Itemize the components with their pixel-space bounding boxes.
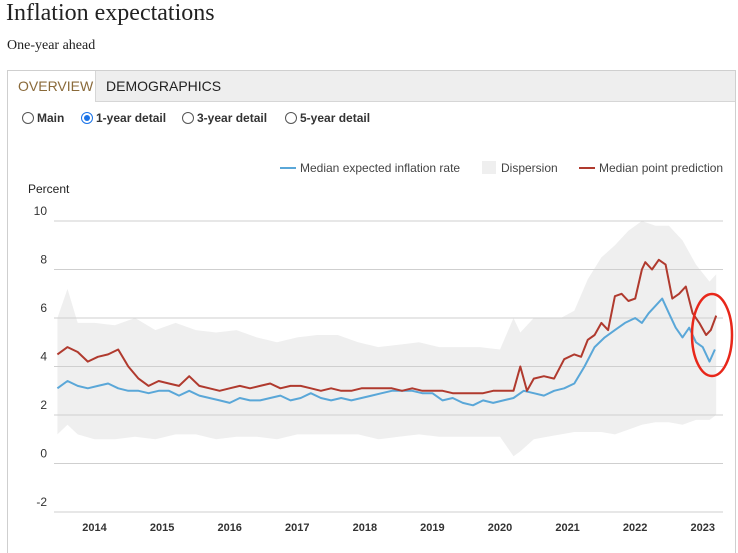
x-tick-label: 2016 xyxy=(217,522,241,534)
y-tick-label: 4 xyxy=(40,350,47,364)
radio-button[interactable] xyxy=(22,112,34,124)
tab-overview[interactable]: OVERVIEW xyxy=(8,71,96,102)
x-tick-label: 2022 xyxy=(623,522,647,534)
radio-button[interactable] xyxy=(182,112,194,124)
x-tick-label: 2023 xyxy=(690,522,714,534)
view-option-label: Main xyxy=(37,111,65,125)
highlight-circle xyxy=(690,292,734,378)
series-line-median-point xyxy=(56,258,718,395)
y-tick-label: -2 xyxy=(36,495,47,509)
legend-swatch-dispersion xyxy=(482,161,496,174)
plot-area: 10 8 6 4 2 0 -2 2014 2015 2016 2017 2018 2019 2020 202… xyxy=(34,204,734,534)
y-tick-label: 0 xyxy=(40,447,47,461)
legend-label-dispersion: Dispersion xyxy=(501,161,558,175)
x-tick-label: 2017 xyxy=(285,522,309,534)
chart-legend: Median expected inflation rate Dispersio… xyxy=(280,161,723,175)
y-tick-label: 6 xyxy=(40,301,47,315)
view-option-1-year-detail[interactable]: 1-year detail xyxy=(81,111,166,125)
y-tick-label: 10 xyxy=(34,204,48,218)
view-option-3-year-detail[interactable]: 3-year detail xyxy=(182,111,267,125)
x-tick-label: 2019 xyxy=(420,522,444,534)
legend-label-median-expected: Median expected inflation rate xyxy=(300,161,460,175)
chart-panel: OVERVIEW DEMOGRAPHICS Main 1-year detail… xyxy=(7,70,736,553)
x-tick-label: 2015 xyxy=(150,522,174,534)
x-tick-label: 2014 xyxy=(82,522,107,534)
series-line-median-expected xyxy=(56,297,716,407)
radio-button[interactable] xyxy=(285,112,297,124)
x-tick-label: 2020 xyxy=(488,522,512,534)
page-subtitle: One-year ahead xyxy=(7,38,96,53)
y-axis-label: Percent xyxy=(28,182,70,196)
tab-bar: OVERVIEW DEMOGRAPHICS xyxy=(8,71,735,102)
page-title: Inflation expectations xyxy=(6,0,215,26)
radio-button-selected[interactable] xyxy=(81,112,93,124)
legend-label-median-point: Median point prediction xyxy=(599,161,723,175)
y-tick-label: 8 xyxy=(40,253,47,267)
tab-demographics[interactable]: DEMOGRAPHICS xyxy=(106,78,222,94)
dispersion-band xyxy=(57,221,717,457)
x-tick-label: 2021 xyxy=(555,522,579,534)
view-option-label: 3-year detail xyxy=(197,111,268,125)
view-option-5-year-detail[interactable]: 5-year detail xyxy=(285,111,370,125)
view-option-label: 5-year detail xyxy=(300,111,371,125)
x-tick-label: 2018 xyxy=(353,522,377,534)
view-option-label: 1-year detail xyxy=(96,111,167,125)
view-option-main[interactable]: Main xyxy=(22,111,64,125)
y-tick-label: 2 xyxy=(40,398,47,412)
